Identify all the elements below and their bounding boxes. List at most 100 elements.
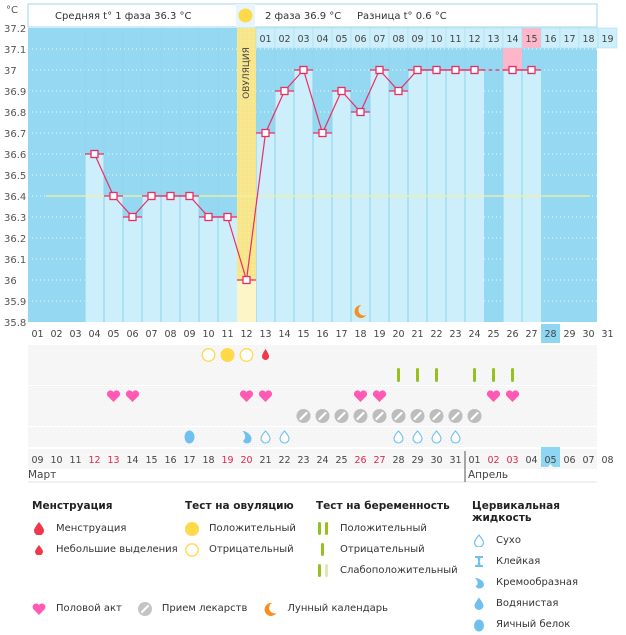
data-point — [128, 212, 137, 222]
egg-white-drop-icon — [472, 618, 486, 632]
date-label: 14 — [126, 455, 138, 466]
cycle-day-label: 11 — [221, 329, 233, 340]
legend-label: Положительный — [209, 523, 296, 534]
data-point — [261, 128, 270, 138]
data-point — [109, 191, 118, 201]
data-point — [375, 65, 384, 75]
dry-drop-icon — [279, 430, 290, 444]
phase2-day-label: 15 — [525, 34, 537, 45]
legend-item: Небольшие выделения — [32, 539, 182, 560]
date-label: 06 — [563, 455, 575, 466]
y-tick-label: 36.5 — [4, 171, 26, 182]
legend-item: Клейкая — [472, 551, 622, 572]
cycle-day-label: 17 — [335, 329, 347, 340]
data-point — [204, 212, 213, 222]
date-label: 29 — [411, 455, 423, 466]
date-label: 15 — [145, 455, 157, 466]
blood-drop-small-icon — [32, 543, 46, 557]
symptom-rows — [28, 345, 597, 447]
symptom-row — [28, 386, 597, 406]
temperature-bar — [199, 217, 218, 322]
line-segment — [321, 90, 343, 134]
bbt-chart: °C 35.8 35.9 36 36.1 36.2 36.3 36.4 36.5 36.6 36.… — [4, 3, 618, 483]
legend-menstruation: Менструация Менструация Небольшие выделе… — [32, 500, 182, 560]
date-label: 25 — [335, 455, 347, 466]
temperature-bar — [256, 133, 275, 322]
legend-title: Тест на беременность — [316, 500, 450, 512]
cycle-day-label: 18 — [354, 329, 366, 340]
data-point — [185, 191, 194, 201]
cycle-day-label: 22 — [430, 329, 442, 340]
date-label: 22 — [278, 455, 290, 466]
date-label: 04 — [525, 455, 537, 466]
today-marker — [548, 464, 553, 467]
temperature-bar — [142, 196, 161, 322]
date-label: 26 — [354, 455, 366, 466]
phase2-day-labels: 01 02 03 04 05 06 07 08 09 10 11 12 13 14 15 16 17 18 19 — [255, 27, 618, 49]
ovulation-band — [237, 28, 256, 322]
legend-title: Менструация — [32, 500, 113, 512]
legend-item: Отрицательный — [316, 539, 466, 560]
phase2-day-label: 16 — [544, 34, 556, 45]
y-tick-label: 37 — [4, 66, 17, 77]
cycle-day-label: 28 — [544, 329, 556, 340]
date-label: 12 — [88, 455, 100, 466]
data-point — [432, 65, 441, 75]
legend-pregnancy-test: Тест на беременность Положительный Отриц… — [316, 500, 466, 581]
line-segment — [245, 132, 267, 281]
temperature-bar — [313, 133, 332, 322]
phase2-day-label: 02 — [278, 34, 290, 45]
date-label: 05 — [544, 455, 556, 466]
cycle-day-label: 27 — [525, 329, 537, 340]
symptom-row — [28, 365, 597, 385]
data-point — [242, 275, 251, 285]
data-point — [356, 107, 365, 117]
date-label: 03 — [506, 455, 518, 466]
symptom-row — [28, 427, 597, 447]
dry-drop-icon — [412, 430, 423, 444]
cycle-day-row: 01 02 03 04 05 06 07 08 09 10 11 12 13 14 15 16 17 18 19 20… — [31, 324, 614, 343]
cycle-day-label: 29 — [563, 329, 575, 340]
month-row: Март Апрель — [28, 451, 597, 483]
legend-label: Кремообразная — [496, 577, 579, 588]
pregnancy-negative-icon — [416, 368, 419, 382]
date-label: 23 — [297, 455, 309, 466]
legend-item: Яичный белок — [472, 614, 622, 635]
temperature-bar — [332, 91, 351, 322]
legend-item: Половой акт — [32, 598, 122, 619]
y-tick-label: 36.2 — [4, 234, 26, 245]
cycle-day-label: 04 — [88, 329, 100, 340]
y-tick-label: 36.9 — [4, 87, 26, 98]
date-label: 19 — [221, 455, 233, 466]
pregnancy-negative-icon — [492, 368, 495, 382]
heart-icon — [125, 390, 140, 402]
legend-label: Лунный календарь — [287, 603, 388, 614]
data-point — [166, 191, 175, 201]
line-segment — [93, 153, 115, 197]
date-label: 11 — [69, 455, 81, 466]
legend-item: Водянистая — [472, 593, 622, 614]
ovulation-sun-icon — [238, 8, 253, 23]
legend-label: Яичный белок — [496, 619, 571, 630]
pill-icon — [137, 601, 152, 616]
date-label: 27 — [373, 455, 385, 466]
data-point — [318, 128, 327, 138]
cycle-day-label: 09 — [183, 329, 195, 340]
cycle-day-label: 16 — [316, 329, 328, 340]
pill-mark — [394, 411, 403, 421]
phase2-day-label: 06 — [354, 34, 366, 45]
y-tick-label: 37.1 — [4, 45, 26, 56]
cycle-day-label: 15 — [297, 329, 309, 340]
date-label: 02 — [487, 455, 499, 466]
moon-marker — [354, 304, 367, 318]
temperature-bars — [84, 28, 541, 322]
pill-mark — [299, 411, 308, 421]
dry-drop-icon — [450, 430, 461, 444]
legend-item: Кремообразная — [472, 572, 622, 593]
phase2-day-label: 01 — [259, 34, 271, 45]
y-tick-label: 36.3 — [4, 213, 26, 224]
data-point — [451, 65, 460, 75]
temperature-bar — [218, 217, 237, 322]
legend-item: Сухо — [472, 530, 622, 551]
legend-label: Клейкая — [496, 556, 541, 567]
